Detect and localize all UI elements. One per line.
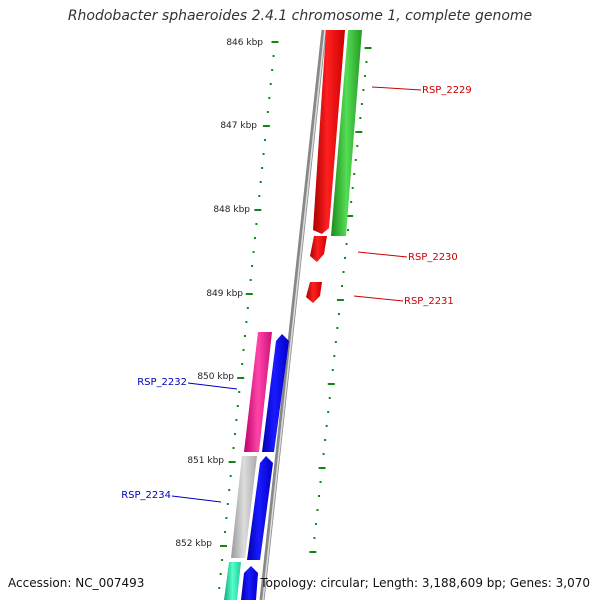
topology-text: Topology: circular; Length: 3,188,609 bp… [260,576,590,590]
map-title: Rhodobacter sphaeroides 2.4.1 chromosome… [67,8,533,24]
gene-blue-bottom [241,566,258,600]
accession-text: Accession: NC_007493 [8,576,145,590]
gene-red-rsp2230 [310,236,327,262]
gene-red-large [313,30,345,234]
gene-label-rsp2232[interactable]: RSP_2232 [137,377,187,388]
tick-label-847: 847 kbp [220,121,257,131]
leader-rsp2232 [187,382,238,390]
gene-teal-bottom [224,562,241,600]
leader-rsp2234 [171,495,222,503]
gene-red-rsp2231 [306,282,322,303]
gene-blue-upper [262,334,289,452]
gene-blue-lower [247,456,273,560]
gene-magenta-rsp2232 [244,332,272,452]
gene-green-large [331,30,362,236]
gene-gray-rsp2234 [231,456,257,558]
tick-label-849: 849 kbp [206,289,243,299]
tick-label-848: 848 kbp [213,205,250,215]
leader-rsp2231 [353,295,404,302]
gene-label-rsp2234[interactable]: RSP_2234 [121,490,171,501]
leader-rsp2229 [371,86,422,91]
tick-label-846: 846 kbp [226,38,263,48]
right-tick-ruler [309,47,372,553]
gene-label-rsp2231[interactable]: RSP_2231 [404,296,454,307]
leader-rsp2230 [357,251,408,258]
tick-labels: 846 kbp 847 kbp 848 kbp 849 kbp 850 kbp … [175,38,263,549]
gene-label-rsp2230[interactable]: RSP_2230 [408,252,458,263]
gene-label-rsp2229[interactable]: RSP_2229 [422,85,472,96]
tick-label-852: 852 kbp [175,539,212,549]
backbone-line [259,29,327,601]
left-tick-ruler [218,41,279,589]
tick-label-851: 851 kbp [187,456,224,466]
tick-label-850: 850 kbp [197,372,234,382]
